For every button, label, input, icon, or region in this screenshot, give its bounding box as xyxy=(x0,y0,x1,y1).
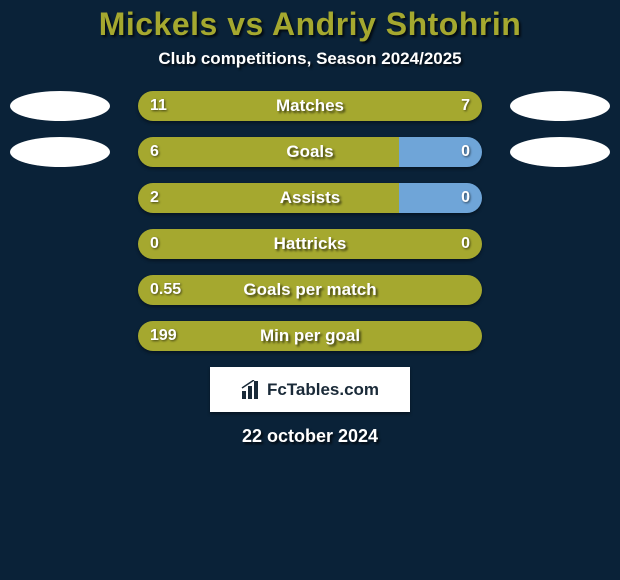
stat-row: 20Assists xyxy=(0,183,620,213)
page-title: Mickels vs Andriy Shtohrin xyxy=(0,4,620,49)
stat-bar-track xyxy=(138,183,482,213)
stat-value-right: 0 xyxy=(461,137,470,167)
stat-bar-fill-left xyxy=(138,91,348,121)
player-avatar-left xyxy=(10,91,110,121)
generated-date: 22 october 2024 xyxy=(0,426,620,447)
stat-value-left: 2 xyxy=(150,183,159,213)
player-avatar-left xyxy=(10,137,110,167)
stat-value-left: 11 xyxy=(150,91,167,121)
stat-bar-track xyxy=(138,321,482,351)
stat-bar-fill-left xyxy=(138,137,399,167)
stat-bar-fill-left xyxy=(138,183,399,213)
stat-row: 0.55Goals per match xyxy=(0,275,620,305)
stat-value-left: 6 xyxy=(150,137,159,167)
stat-value-left: 199 xyxy=(150,321,177,351)
stat-value-right: 0 xyxy=(461,229,470,259)
bar-chart-icon xyxy=(241,380,263,400)
stat-value-left: 0 xyxy=(150,229,159,259)
footer-brand-text: FcTables.com xyxy=(267,380,379,400)
stat-bar-fill-left xyxy=(138,229,310,259)
stat-bar-track xyxy=(138,275,482,305)
player-avatar-right xyxy=(510,91,610,121)
stat-row: 117Matches xyxy=(0,91,620,121)
stat-bar-fill-left xyxy=(138,275,482,305)
player-avatar-right xyxy=(510,137,610,167)
stat-row: 00Hattricks xyxy=(0,229,620,259)
stat-row: 199Min per goal xyxy=(0,321,620,351)
stat-row: 60Goals xyxy=(0,137,620,167)
stat-value-right: 7 xyxy=(461,91,470,121)
stat-bar-track xyxy=(138,91,482,121)
stat-rows: 117Matches60Goals20Assists00Hattricks0.5… xyxy=(0,91,620,351)
footer-brand-box: FcTables.com xyxy=(210,367,410,412)
stat-bar-fill-left xyxy=(138,321,482,351)
stat-bar-fill-right xyxy=(310,229,482,259)
stat-value-right: 0 xyxy=(461,183,470,213)
stat-value-left: 0.55 xyxy=(150,275,181,305)
page-subtitle: Club competitions, Season 2024/2025 xyxy=(0,49,620,69)
footer-brand: FcTables.com xyxy=(241,380,379,400)
stat-bar-track xyxy=(138,137,482,167)
stat-bar-track xyxy=(138,229,482,259)
comparison-card: Mickels vs Andriy Shtohrin Club competit… xyxy=(0,0,620,580)
